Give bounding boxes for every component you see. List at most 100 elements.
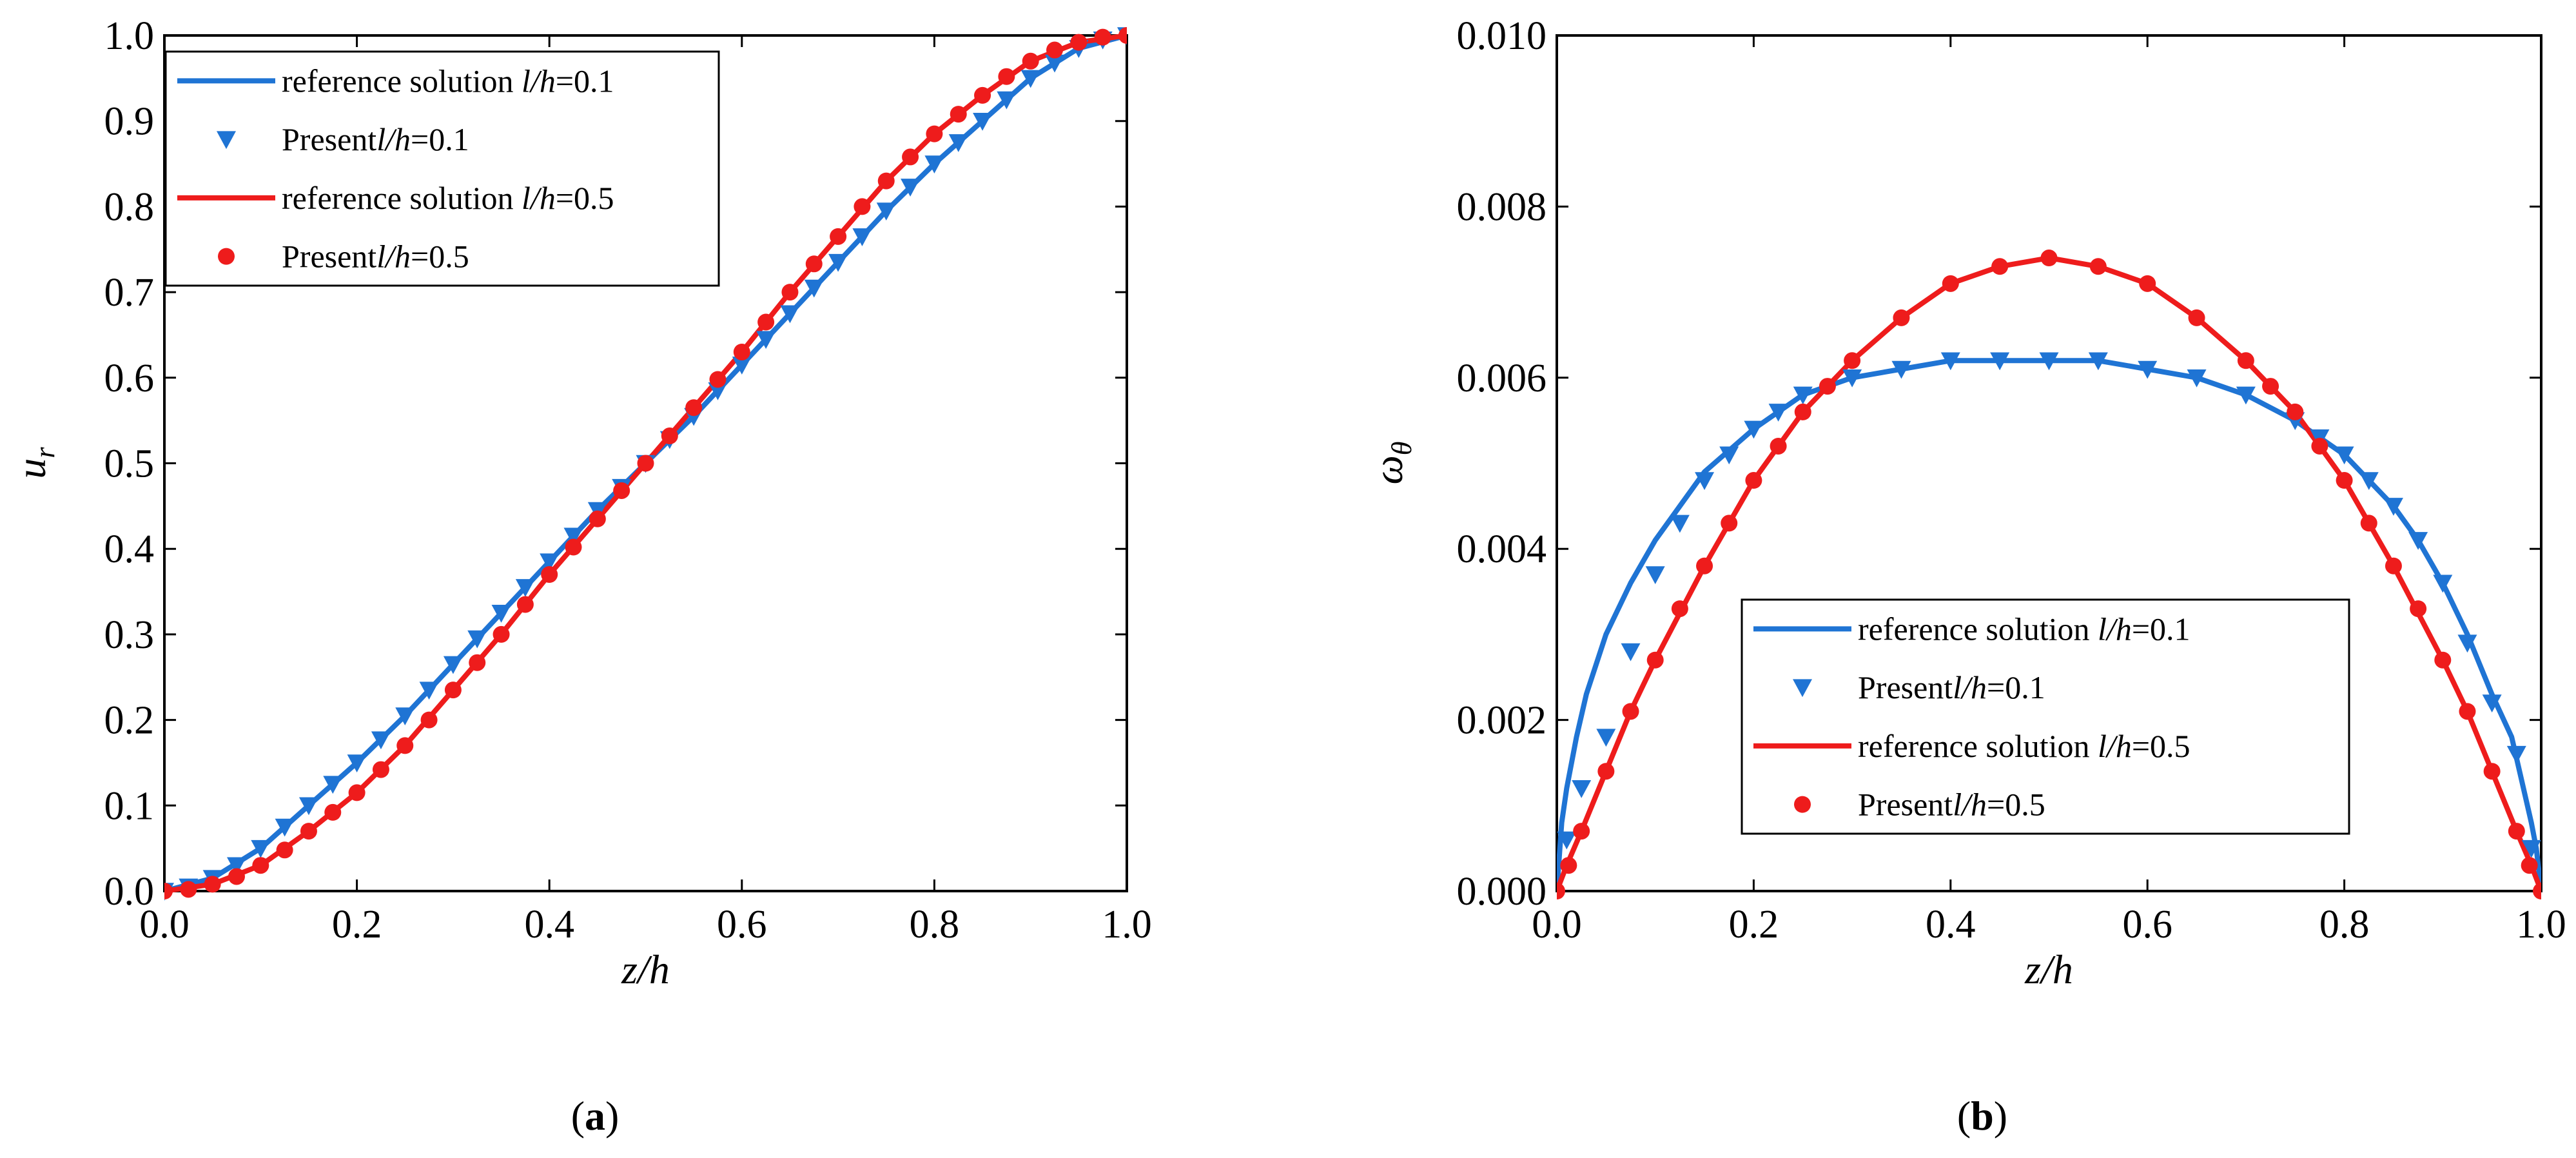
legend-entry-label: Presentl/h=0.5: [282, 239, 469, 275]
y-axis-label-main: u: [8, 458, 54, 479]
data-point-circle: [2311, 437, 2328, 455]
data-point-circle: [1794, 403, 1811, 420]
data-point-circle: [950, 106, 967, 123]
data-point-triangle: [1695, 472, 1715, 491]
legend-box: [1741, 598, 2350, 835]
data-point-triangle: [323, 776, 343, 794]
x-tick-label: 1.0: [1102, 903, 1152, 947]
data-point-circle: [204, 876, 221, 893]
legend-param: l/h: [376, 239, 411, 275]
x-tick-label: 0.4: [524, 903, 574, 947]
data-point-circle: [469, 654, 486, 671]
data-point-circle: [1893, 309, 1910, 326]
caption-paren-close: ): [1994, 1093, 2007, 1139]
data-point-triangle: [2521, 839, 2541, 858]
data-point-triangle: [1572, 780, 1592, 798]
data-point-circle: [2385, 557, 2402, 574]
data-point-triangle: [226, 857, 246, 876]
panel-caption: (a): [571, 1093, 620, 1139]
data-point-circle: [877, 172, 895, 190]
data-point-triangle: [2236, 386, 2256, 405]
data-point-circle: [926, 125, 943, 142]
legend-param: l/h: [2098, 728, 2132, 764]
data-point-circle: [1622, 703, 1639, 720]
data-point-triangle: [347, 754, 367, 772]
data-point-circle: [2188, 309, 2205, 326]
data-point-circle: [164, 883, 173, 899]
data-point-circle: [565, 538, 582, 556]
data-point-circle: [661, 427, 678, 445]
caption-paren-open: (: [1957, 1093, 1971, 1139]
legend-swatch-triangle: [217, 131, 236, 150]
caption-label: b: [1971, 1093, 1994, 1139]
data-point-circle: [228, 868, 245, 885]
data-point-circle: [2483, 763, 2501, 780]
legend-value: =0.5: [556, 180, 614, 216]
data-point-circle: [1557, 883, 1565, 899]
data-point-circle: [541, 566, 558, 584]
data-point-circle: [998, 68, 1015, 85]
legend-entry-label: reference solution l/h=0.5: [282, 180, 614, 216]
x-axis-label: z/h: [621, 947, 670, 992]
legend-label: Present: [282, 239, 376, 275]
data-point-circle: [300, 823, 317, 840]
y-tick-label: 0.004: [1457, 527, 1547, 571]
data-point-circle: [2287, 403, 2304, 420]
caption-paren-close: ): [605, 1093, 619, 1139]
x-tick-label: 0.8: [2319, 903, 2370, 947]
data-point-circle: [372, 761, 389, 778]
legend-value: =0.1: [411, 121, 469, 157]
x-tick-label: 1.0: [2516, 903, 2566, 947]
data-point-triangle: [419, 682, 439, 700]
y-tick-label: 0.5: [104, 442, 155, 486]
x-tick-label: 0.0: [1532, 903, 1582, 947]
data-point-circle: [2139, 275, 2156, 292]
data-point-triangle: [901, 179, 921, 197]
data-point-circle: [974, 86, 991, 104]
data-point-triangle: [515, 579, 535, 597]
legend-swatch-circle: [218, 248, 235, 265]
data-point-circle: [2089, 258, 2107, 275]
data-point-circle: [324, 803, 342, 821]
y-tick-label: 0.006: [1457, 357, 1547, 400]
y-tick-label: 0.9: [104, 100, 155, 144]
y-tick-label: 0.3: [104, 613, 155, 657]
data-point-circle: [1770, 437, 1787, 455]
series-layer: [164, 27, 1127, 901]
data-point-triangle: [2088, 352, 2108, 371]
legend-label: Present: [282, 121, 376, 157]
legend-swatch-triangle: [1793, 679, 1812, 698]
y-tick-label: 0.008: [1457, 185, 1547, 229]
data-point-triangle: [443, 656, 463, 674]
y-axis-label-sub: θ: [1386, 442, 1418, 456]
data-point-circle: [805, 255, 823, 273]
data-point-triangle: [1045, 54, 1065, 73]
data-point-circle: [252, 857, 269, 874]
data-point-circle: [2262, 378, 2279, 395]
data-point-triangle: [298, 797, 318, 816]
data-point-triangle: [997, 91, 1017, 110]
y-tick-label: 0.7: [104, 271, 155, 315]
x-tick-label: 0.4: [1926, 903, 1976, 947]
legend-entry-label: reference solution l/h=0.5: [1858, 728, 2191, 764]
data-point-circle: [589, 510, 606, 527]
data-point-circle: [685, 399, 703, 417]
data-point-triangle: [467, 630, 487, 649]
data-point-circle: [613, 482, 630, 499]
data-point-triangle: [1768, 404, 1788, 422]
legend-param: l/h: [1953, 787, 1987, 823]
y-tick-label: 0.0: [104, 870, 155, 914]
x-tick-label: 0.6: [717, 903, 767, 947]
y-tick-label: 0.8: [104, 185, 155, 229]
data-point-circle: [1991, 258, 2009, 275]
data-point-circle: [2434, 651, 2452, 669]
panel-caption: (b): [1957, 1093, 2007, 1139]
legend-value: =0.1: [1987, 669, 2045, 705]
legend-label: reference solution: [1858, 728, 2098, 764]
data-point-triangle: [973, 112, 993, 131]
data-point-triangle: [371, 731, 391, 750]
y-tick-label: 0.2: [104, 699, 155, 743]
data-point-circle: [2336, 472, 2353, 489]
data-point-circle: [1094, 28, 1111, 46]
